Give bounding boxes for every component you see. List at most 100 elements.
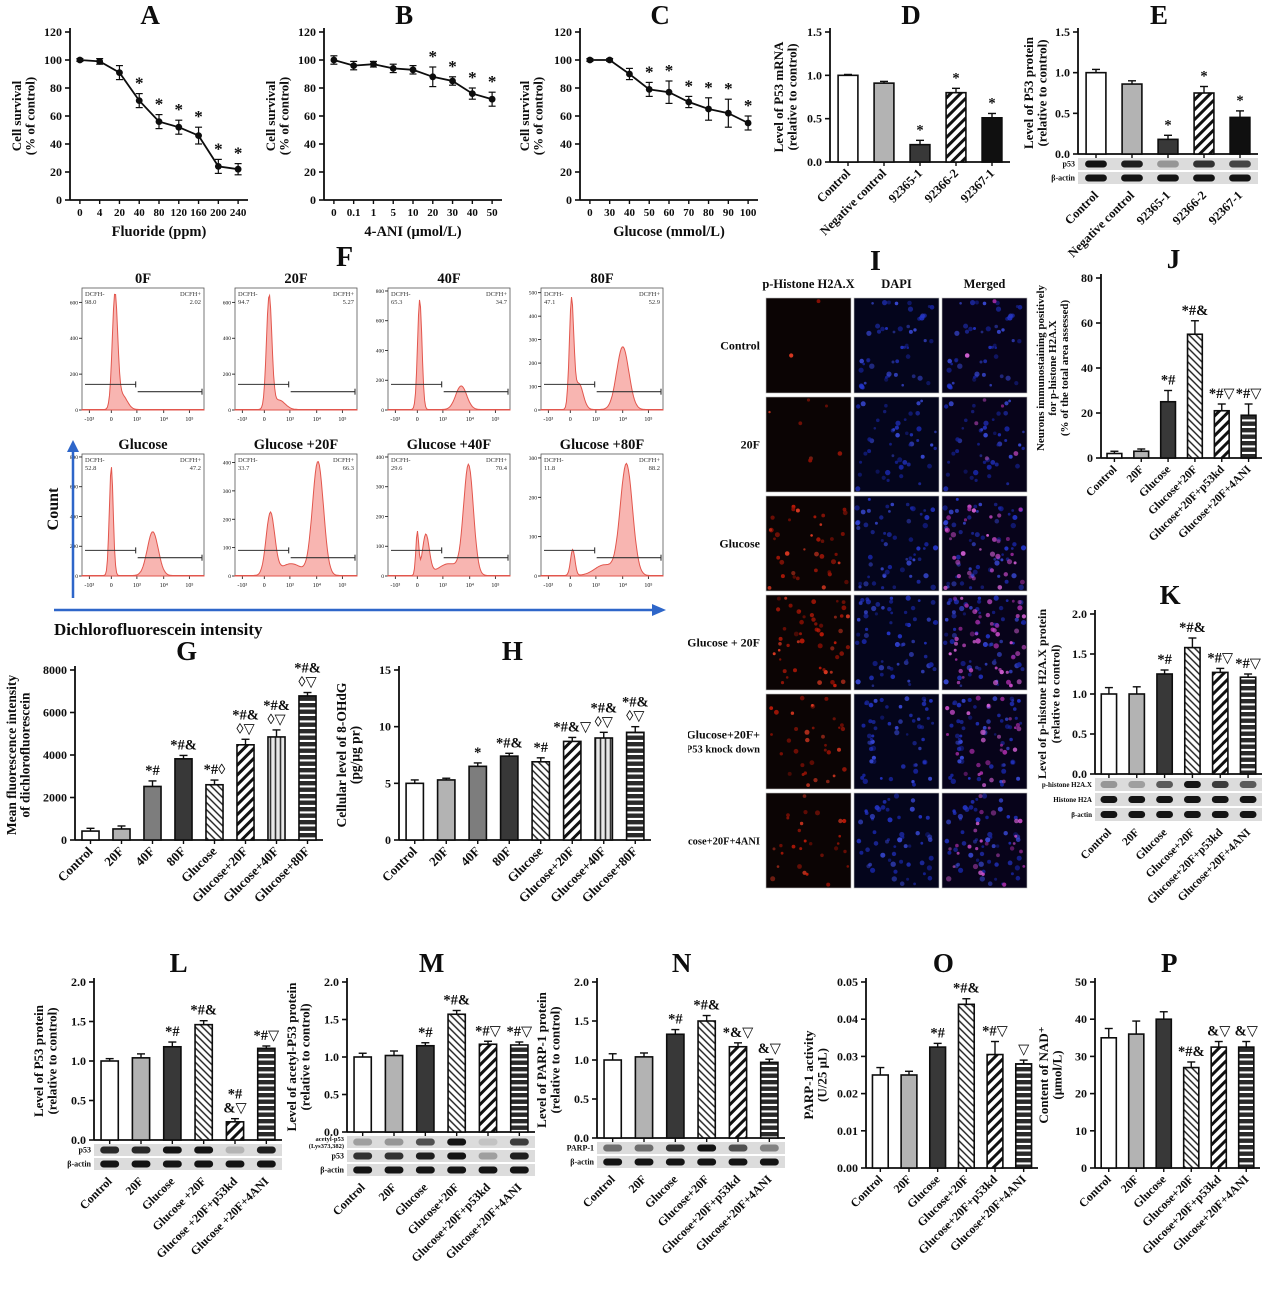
blot-band	[1156, 796, 1174, 803]
flow-Glucose +80F: Glucose +80F 0 100 200 300 -10³ 0 10³ 10⁴ 10⁵ DCFH…	[529, 437, 664, 589]
y-tick-label: 0	[566, 193, 572, 207]
x-category-label: 40F	[457, 843, 482, 868]
blot-band	[509, 1138, 529, 1146]
flow-x-tick-label: 10⁵	[644, 583, 652, 589]
micro-cell-dots	[772, 596, 850, 688]
flow-frame	[540, 287, 664, 411]
flow-title: 0F	[135, 272, 151, 287]
count-arrow-head	[67, 440, 79, 452]
y-tick-label: 100	[44, 53, 62, 67]
flow-x-tick-label: 10⁴	[160, 583, 168, 589]
x-tick-label: 0.1	[347, 207, 361, 219]
flow-x-tick-label: 10⁴	[619, 583, 627, 589]
sig-annotation: ◊▽	[298, 675, 317, 691]
flow-x-tick-label: 0	[416, 583, 419, 589]
dcfh-negative-label: DCFH-	[238, 291, 258, 298]
blot-strip	[1095, 778, 1262, 791]
blot-band	[225, 1160, 245, 1168]
bar	[267, 736, 286, 841]
panel-letter-F: F	[336, 242, 354, 273]
data-point	[370, 60, 377, 68]
blot-band	[1229, 160, 1251, 168]
chart-O: O 0.00 0.01 0.02 0.03 0.04 0.05 PARP-1 activity…	[801, 948, 1038, 1257]
sig-annotation: *#	[165, 1024, 180, 1040]
micro-cell-dots	[944, 793, 1026, 887]
dcfh-negative-value: 11.8	[544, 465, 555, 472]
bar	[1240, 414, 1257, 459]
y-axis-title: Cellular level of 8-OHdG	[334, 682, 349, 827]
panel-L-bar-chart: L 0.0 0.5 1.0 1.5 2.0 Level of P53 protein (rel…	[30, 948, 292, 1297]
micro-row-label: Glucose+20F+4ANI	[688, 837, 760, 848]
bar	[1237, 1046, 1255, 1169]
panel-C-line-chart: C 0 20 40 60 80 100 120 Cell survival (% of contr…	[516, 0, 768, 249]
flow-y-tick-label: 200	[529, 361, 538, 367]
panel-G-bar-chart: G 0 2000 4000 6000 8000 Mean fluorescence inte…	[3, 636, 333, 945]
sig-annotation: *#	[534, 740, 549, 756]
sig-annotation: *	[988, 95, 995, 111]
x-tick-label: 240	[230, 207, 247, 219]
y-tick-label: 1.0	[71, 1054, 86, 1068]
blot-band	[1239, 811, 1257, 818]
y-tick-label: 120	[298, 25, 316, 39]
chart-K: K 0.0 0.5 1.0 1.5 2.0 Level of p-histone H2A.X…	[1035, 580, 1262, 907]
dcfh-negative-value: 65.3	[391, 299, 402, 306]
y-tick-label: 120	[44, 25, 62, 39]
panel-letter: H	[502, 638, 523, 666]
bar	[298, 695, 317, 841]
blot-strip	[597, 1156, 785, 1168]
dcfh-positive-label: DCFH+	[639, 291, 660, 298]
blot-band	[1157, 160, 1179, 168]
flow-y-tick-label: 600	[223, 300, 232, 306]
flow-y-tick-label: 600	[70, 300, 79, 306]
sig-annotation: *#▽	[1209, 386, 1236, 402]
bar	[1239, 676, 1257, 775]
blot-band	[1193, 174, 1215, 182]
flow-histogram	[540, 296, 664, 411]
micro-row-label: Glucose	[719, 537, 760, 551]
flow-plot-20F: 20F 0 200 400 600 -10³ 0 10³ 10⁴ 10⁵ DCFH- 94.7 DCFH…	[209, 271, 361, 436]
blot-band	[478, 1138, 498, 1146]
flow-y-tick-label: 200	[70, 372, 79, 378]
blot-band	[353, 1138, 373, 1146]
y-tick-label: 5	[385, 776, 391, 790]
dcfh-positive-value: 52.9	[649, 299, 660, 306]
blot-band	[384, 1166, 404, 1174]
bar	[100, 1060, 120, 1141]
x-tick-label: 160	[190, 207, 207, 219]
y-tick-label: 1.0	[1072, 687, 1087, 701]
x-tick-label: 30	[604, 207, 616, 219]
flow-x-tick-label: 10⁵	[491, 583, 499, 589]
dcfh-positive-label: DCFH+	[486, 291, 507, 298]
flow-plot-glucose-20F: Glucose +20F 0 100 200 300 400 -10³ 0 10³ 10⁴ 10⁵ D…	[209, 437, 361, 602]
sig-annotation: ◊▽	[267, 712, 286, 728]
flow-y-tick-label: 200	[376, 378, 385, 384]
flow-y-tick-label: 0	[534, 574, 537, 580]
bar	[384, 1054, 404, 1133]
data-point	[214, 163, 222, 170]
flow-frame	[234, 287, 358, 411]
sig-annotation: *	[685, 76, 694, 95]
micro-cell-dots	[860, 696, 935, 787]
bar	[1121, 83, 1143, 155]
panel-letter: G	[176, 638, 197, 666]
y-tick-label: 100	[554, 53, 572, 67]
bar	[697, 1020, 717, 1139]
y-tick-label: 0.02	[837, 1087, 858, 1101]
flow-x-tick-label: 0	[263, 417, 266, 423]
y-tick-label: 0.5	[1055, 106, 1070, 120]
blot-band	[162, 1146, 182, 1154]
data-point	[116, 69, 123, 76]
x-tick-label: 40	[134, 207, 146, 219]
panel-letter: A	[140, 2, 160, 30]
flow-histogram	[387, 299, 511, 411]
flow-histogram	[234, 293, 358, 411]
flow-x-tick-label: -10³	[390, 417, 400, 423]
blot-band	[1156, 781, 1174, 788]
flow-frame	[81, 287, 205, 411]
flow-Glucose: Glucose0200400600800-10³010³10⁴10⁵DCFH-5…	[70, 437, 205, 589]
y-tick-label: 1.0	[574, 1053, 589, 1067]
flow-x-tick-label: 10⁵	[491, 417, 499, 423]
sig-annotation: *	[1236, 93, 1243, 109]
data-point	[350, 62, 358, 69]
